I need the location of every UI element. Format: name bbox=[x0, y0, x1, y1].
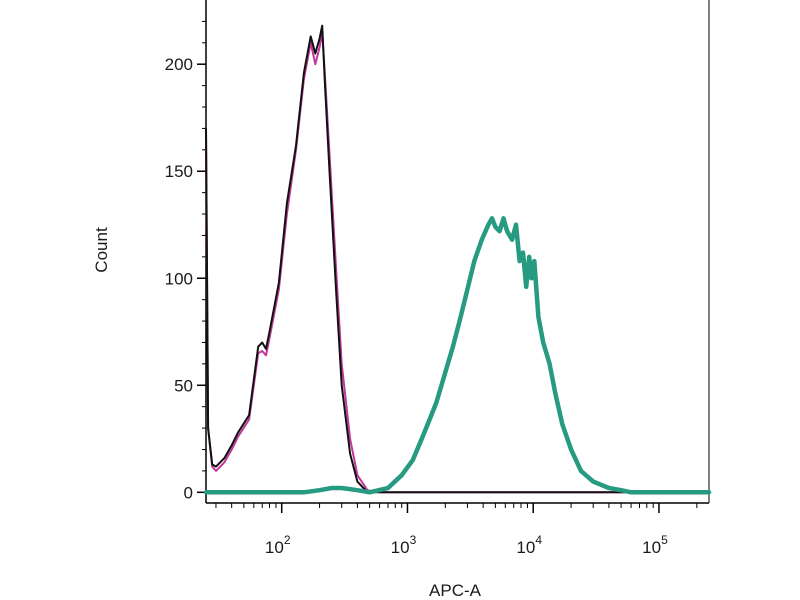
major-ticks bbox=[197, 63, 660, 513]
tick-labels: 0 50 100 150 200 102 103 104 105 bbox=[165, 55, 668, 557]
y-tick-label: 200 bbox=[165, 55, 193, 74]
x-tick-label: 104 bbox=[516, 533, 542, 557]
teal-histogram-line bbox=[203, 216, 712, 495]
y-tick-label: 150 bbox=[165, 162, 193, 181]
black-histogram-line bbox=[205, 24, 710, 494]
y-tick-label: 0 bbox=[184, 483, 193, 502]
x-tick-label: 103 bbox=[391, 533, 417, 557]
x-axis-title: APC-A bbox=[429, 581, 482, 600]
series-layer bbox=[203, 24, 712, 495]
minor-ticks bbox=[202, 20, 698, 508]
y-tick-label: 50 bbox=[174, 376, 193, 395]
y-axis-title: Count bbox=[92, 227, 111, 273]
x-tick-label: 105 bbox=[642, 533, 668, 557]
y-tick-label: 100 bbox=[165, 269, 193, 288]
x-tick-label: 102 bbox=[265, 533, 291, 557]
